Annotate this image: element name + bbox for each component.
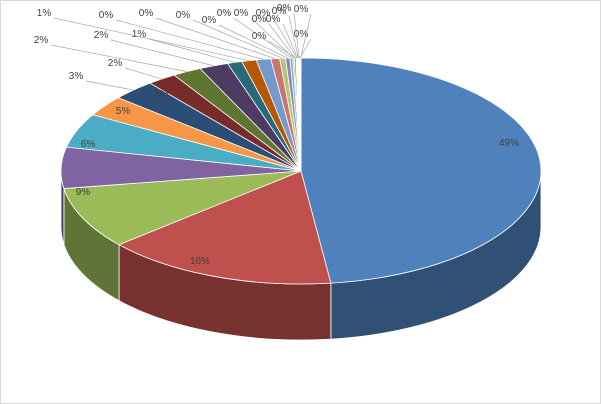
leader-line-7 bbox=[85, 80, 134, 91]
data-label-13: 0% bbox=[99, 10, 114, 21]
data-label-10: 2% bbox=[94, 30, 109, 41]
leader-line-14 bbox=[155, 17, 276, 59]
pie-slice-3 bbox=[63, 170, 302, 246]
leader-line-19 bbox=[268, 23, 296, 59]
data-label-11: 1% bbox=[132, 29, 147, 40]
leader-line-9 bbox=[50, 44, 187, 72]
leader-line-15 bbox=[192, 19, 283, 59]
data-label-2: 16% bbox=[190, 256, 210, 267]
leader-line-17 bbox=[233, 17, 292, 59]
leader-line-11 bbox=[148, 38, 235, 63]
data-label-26: 0% bbox=[294, 4, 309, 15]
data-label-6: 3% bbox=[154, 89, 169, 100]
leader-line-18 bbox=[250, 17, 294, 59]
data-label-15: 0% bbox=[176, 10, 191, 21]
leader-line-24 bbox=[293, 12, 300, 59]
data-label-22: 0% bbox=[266, 14, 281, 25]
data-label-17: 0% bbox=[217, 8, 232, 19]
leader-line-16 bbox=[218, 24, 288, 59]
leader-line-23 bbox=[288, 15, 299, 59]
leader-line-22 bbox=[282, 23, 298, 59]
leader-line-10 bbox=[110, 39, 214, 67]
data-label-9: 2% bbox=[34, 35, 49, 46]
data-label-1: 49% bbox=[499, 138, 519, 149]
data-label-14: 0% bbox=[139, 8, 154, 19]
data-label-19: 0% bbox=[252, 14, 267, 25]
pie-slice-1 bbox=[300, 57, 542, 284]
leader-line-26 bbox=[300, 13, 312, 59]
leader-line-8 bbox=[124, 67, 162, 80]
pie-top-faces bbox=[60, 57, 542, 285]
pie-slice-2 bbox=[118, 170, 332, 285]
data-label-16: 0% bbox=[202, 15, 217, 26]
leader-line-25 bbox=[299, 38, 312, 59]
data-label-3: 9% bbox=[76, 187, 91, 198]
data-label-5: 5% bbox=[116, 106, 131, 117]
data-label-20: 0% bbox=[252, 31, 267, 42]
leader-line-13 bbox=[115, 19, 264, 60]
data-label-18: 0% bbox=[234, 8, 249, 19]
pie-labels: 49%16%9%6%5%3%3%2%2% 2% 1%1% 0% 0% 0% 0%0% 0%0%… bbox=[34, 3, 519, 267]
data-label-8: 2% bbox=[108, 58, 123, 69]
leader-line-12 bbox=[53, 17, 250, 62]
data-label-7: 3% bbox=[69, 71, 84, 82]
data-label-23: 0% bbox=[272, 6, 287, 17]
leader-line-20 bbox=[268, 40, 297, 59]
data-label-24: 0% bbox=[277, 3, 292, 14]
data-label-4: 6% bbox=[81, 139, 96, 150]
data-label-12: 1% bbox=[37, 8, 52, 19]
leader-line-21 bbox=[272, 17, 298, 59]
data-label-21: 0% bbox=[256, 8, 271, 19]
data-label-25: 0% bbox=[294, 29, 309, 40]
